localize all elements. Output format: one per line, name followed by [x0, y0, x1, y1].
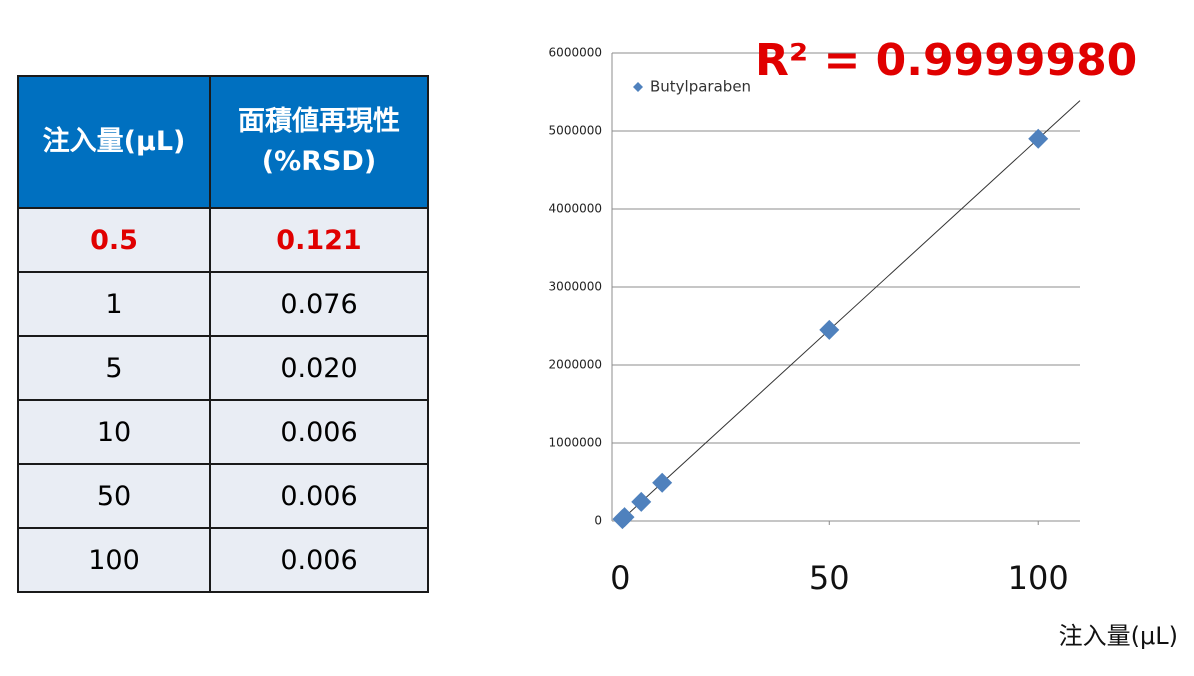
legend-marker — [633, 82, 643, 92]
table-cell: 50 — [17, 463, 211, 529]
table-row: 100 0.006 — [17, 527, 429, 593]
table-row: 1 0.076 — [17, 271, 429, 337]
point — [614, 507, 635, 528]
y-tick-label: 1000000 — [549, 436, 602, 450]
table-cell: 0.006 — [209, 399, 429, 465]
table-cell: 100 — [17, 527, 211, 593]
table-row: 5 0.020 — [17, 335, 429, 401]
point — [819, 319, 840, 340]
table-cell: 5 — [17, 335, 211, 401]
y-tick-label: 2000000 — [549, 358, 602, 372]
table-cell: 0.006 — [209, 527, 429, 593]
x-tick-label: 100 — [1008, 559, 1069, 597]
table-cell: 0.076 — [209, 271, 429, 337]
table-row: 10 0.006 — [17, 399, 429, 465]
table-cell: 0.006 — [209, 463, 429, 529]
y-tick-label: 3000000 — [549, 280, 602, 294]
x-axis-label: 注入量(μL) — [1059, 622, 1178, 650]
y-tick-label: 0 — [594, 514, 602, 528]
legend-label: Butylparaben — [650, 78, 751, 96]
trendline — [620, 100, 1081, 522]
point — [652, 472, 673, 493]
x-tick-label: 0 — [610, 559, 630, 597]
table-cell: 面積値再現性 (%RSD) — [209, 75, 429, 209]
y-tick-label: 6000000 — [549, 46, 602, 60]
table-cell: 注入量(μL) — [17, 75, 211, 209]
table-cell: 10 — [17, 399, 211, 465]
table-cell: 1 — [17, 271, 211, 337]
data-table: 注入量(μL) 面積値再現性 (%RSD) 0.5 0.121 1 0.076 5 0.020… — [17, 75, 429, 593]
y-tick-label: 5000000 — [549, 124, 602, 138]
table-row: 50 0.006 — [17, 463, 429, 529]
point — [631, 491, 652, 512]
table-cell: 0.020 — [209, 335, 429, 401]
table-cell: 0.121 — [209, 207, 429, 273]
y-tick-label: 4000000 — [549, 202, 602, 216]
annotation: R² = 0.9999980 — [755, 35, 1137, 86]
table-cell: 0.5 — [17, 207, 211, 273]
table-row: 注入量(μL) 面積値再現性 (%RSD) — [17, 75, 429, 209]
table-row: 0.5 0.121 — [17, 207, 429, 273]
point — [1028, 128, 1049, 149]
x-tick-label: 50 — [809, 559, 850, 597]
